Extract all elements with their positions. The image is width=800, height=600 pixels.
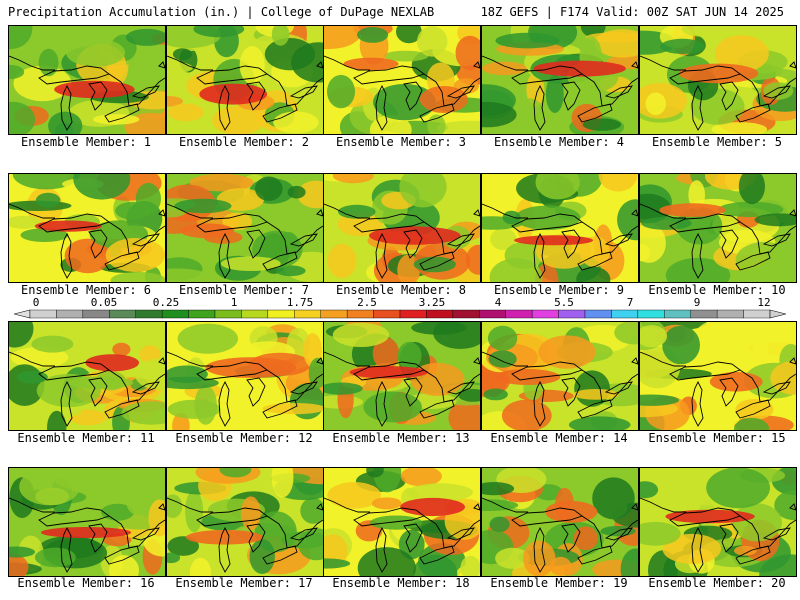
colorbar-segment: [716, 309, 744, 319]
colorbar-tick-label: 12: [757, 296, 771, 309]
ensemble-member-label: Ensemble Member: 3: [335, 135, 467, 149]
colorbar-segment: [109, 309, 136, 319]
ensemble-member-map: [8, 25, 166, 135]
colorbar-segment: [241, 309, 269, 319]
ensemble-member-map: [166, 467, 324, 577]
colorbar-segment: [664, 309, 691, 319]
ensemble-member-label: Ensemble Member: 2: [178, 135, 310, 149]
colorbar-segment: [558, 309, 586, 319]
colorbar-tick-label: 1: [230, 296, 238, 309]
colorbar-segment: [373, 309, 401, 319]
colorbar-segment: [452, 309, 480, 319]
colorbar-segment: [426, 309, 454, 319]
colorbar-segment: [584, 309, 612, 319]
ensemble-member-map: [8, 467, 166, 577]
colorbar-max-arrow: [769, 309, 786, 319]
ensemble-member-map: [639, 467, 797, 577]
ensemble-member-label: Ensemble Member: 17: [175, 576, 313, 590]
ensemble-member-label: Ensemble Member: 18: [332, 576, 470, 590]
ensemble-member-map: [481, 467, 639, 577]
ensemble-member-map: [8, 173, 166, 283]
ensemble-member-label: Ensemble Member: 12: [175, 431, 313, 445]
ensemble-member-map: [481, 321, 639, 431]
colorbar-segment: [743, 309, 771, 319]
ensemble-member-map: [481, 25, 639, 135]
ensemble-member-map: [166, 173, 324, 283]
colorbar-segment: [29, 309, 57, 319]
colorbar-segment: [188, 309, 216, 319]
colorbar-tick-label: 9: [693, 296, 701, 309]
colorbar-tick-label: 7: [626, 296, 634, 309]
ensemble-member-label: Ensemble Member: 4: [493, 135, 625, 149]
ensemble-member-map: [323, 321, 481, 431]
ensemble-member-label: Ensemble Member: 16: [17, 576, 155, 590]
ensemble-member-map: [166, 25, 324, 135]
ensemble-member-map: [323, 467, 481, 577]
ensemble-member-label: Ensemble Member: 20: [648, 576, 786, 590]
ensemble-member-map: [8, 321, 166, 431]
colorbar-segment: [637, 309, 665, 319]
page-title: Precipitation Accumulation (in.) | Colle…: [8, 5, 435, 19]
colorbar-tick-label: 1.75: [286, 296, 314, 309]
colorbar-segment: [82, 309, 110, 319]
ensemble-member-label: Ensemble Member: 6: [20, 283, 152, 297]
colorbar-tick-label: 4: [494, 296, 502, 309]
colorbar-tick-label: 0.05: [90, 296, 118, 309]
colorbar-segment: [399, 309, 427, 319]
run-valid-time: 18Z GEFS | F174 Valid: 00Z SAT JUN 14 20…: [480, 5, 784, 19]
ensemble-member-map: [166, 321, 324, 431]
ensemble-member-label: Ensemble Member: 15: [648, 431, 786, 445]
ensemble-member-map: [323, 173, 481, 283]
ensemble-member-label: Ensemble Member: 11: [17, 431, 155, 445]
ensemble-member-label: Ensemble Member: 19: [490, 576, 628, 590]
ensemble-member-label: Ensemble Member: 1: [20, 135, 152, 149]
colorbar-segment: [56, 309, 84, 319]
ensemble-member-label: Ensemble Member: 14: [490, 431, 628, 445]
ensemble-member-map: [639, 25, 797, 135]
colorbar-segment: [505, 309, 533, 319]
ensemble-member-map: [481, 173, 639, 283]
ensemble-member-map: [639, 321, 797, 431]
colorbar-segment: [479, 309, 506, 319]
colorbar-segment: [161, 309, 189, 319]
colorbar-segment: [267, 309, 295, 319]
ensemble-member-map: [639, 173, 797, 283]
ensemble-member-map: [323, 25, 481, 135]
ensemble-member-label: Ensemble Member: 5: [651, 135, 783, 149]
colorbar-segment: [294, 309, 321, 319]
colorbar-segment: [214, 309, 242, 319]
ensemble-member-label: Ensemble Member: 7: [178, 283, 310, 297]
colorbar-min-arrow: [14, 309, 31, 319]
ensemble-member-label: Ensemble Member: 10: [648, 283, 786, 297]
colorbar: [14, 309, 786, 319]
colorbar-tick-label: 0.25: [152, 296, 180, 309]
colorbar-segment: [320, 309, 348, 319]
colorbar-segment: [690, 309, 718, 319]
colorbar-segment: [135, 309, 163, 319]
ensemble-member-label: Ensemble Member: 8: [335, 283, 467, 297]
colorbar-tick-label: 3.25: [418, 296, 446, 309]
colorbar-segment: [531, 309, 559, 319]
ensemble-member-label: Ensemble Member: 13: [332, 431, 470, 445]
ensemble-member-label: Ensemble Member: 9: [493, 283, 625, 297]
colorbar-segment: [346, 309, 374, 319]
colorbar-tick-label: 2.5: [357, 296, 377, 309]
colorbar-tick-label: 5.5: [554, 296, 574, 309]
colorbar-tick-label: 0: [32, 296, 40, 309]
colorbar-segment: [611, 309, 639, 319]
